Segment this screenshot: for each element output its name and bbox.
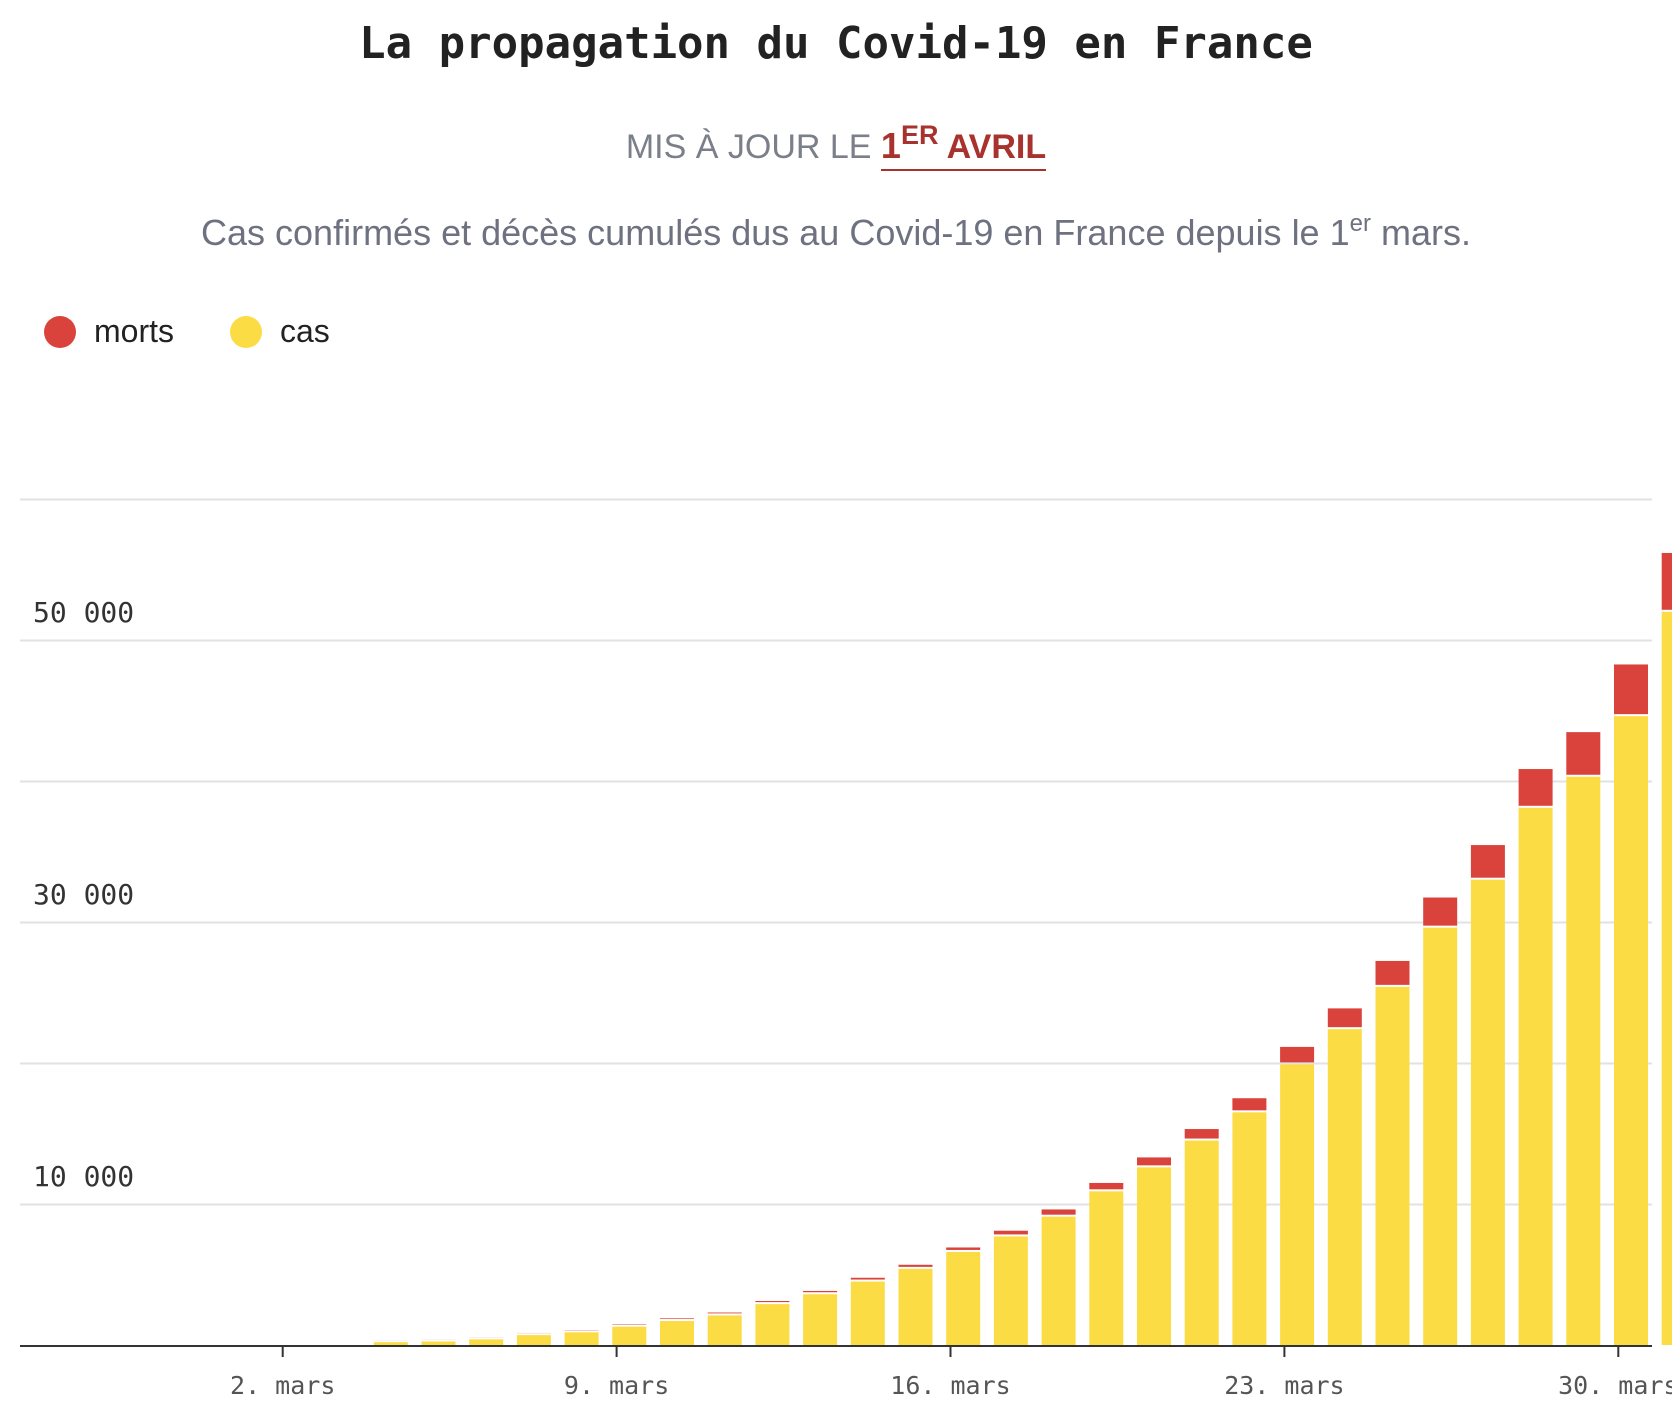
update-prefix: MIS À JOUR LE	[625, 128, 881, 166]
bar-cas	[1661, 611, 1672, 1345]
bar-morts	[1470, 845, 1505, 878]
bar-cas	[564, 1332, 599, 1345]
bar-morts	[1327, 1008, 1362, 1028]
bar-cas	[1184, 1140, 1219, 1345]
bar-morts	[1566, 732, 1601, 775]
bar-cas	[1232, 1112, 1267, 1345]
bar-cas	[946, 1251, 981, 1345]
subtitle-sup: er	[1349, 210, 1371, 237]
bar-cas	[1375, 986, 1410, 1345]
bar-cas	[1614, 716, 1648, 1345]
legend-label-cas: cas	[280, 313, 330, 349]
bar-morts	[660, 1318, 694, 1320]
bar-morts	[707, 1312, 742, 1314]
bar-cas	[850, 1281, 885, 1345]
subtitle-before: Cas confirmés et décès cumulés dus au Co…	[201, 212, 1350, 253]
bar-morts	[1614, 664, 1648, 715]
bar-cas	[660, 1321, 694, 1345]
bar-morts	[803, 1290, 838, 1293]
bar-cas	[707, 1315, 742, 1345]
bar-cas	[373, 1342, 408, 1345]
chart-title: La propagation du Covid-19 en France	[359, 18, 1313, 69]
bar-cas	[803, 1294, 838, 1345]
x-tick-label: 16. mars	[890, 1371, 1010, 1400]
bar-morts	[1375, 960, 1410, 985]
bar-cas	[1470, 879, 1505, 1345]
bar-cas	[1423, 927, 1458, 1345]
legend: morts cas	[44, 313, 386, 350]
bar-morts	[1518, 769, 1553, 806]
bar-morts	[946, 1247, 981, 1250]
bar-cas	[1137, 1167, 1171, 1345]
bar-morts	[1661, 552, 1672, 610]
bar-morts	[1041, 1209, 1076, 1215]
bar-cas	[1327, 1029, 1362, 1345]
legend-label-morts: morts	[94, 313, 174, 349]
bar-morts	[1184, 1129, 1219, 1139]
bar-cas	[898, 1268, 933, 1345]
bar-cas	[516, 1335, 551, 1345]
bar-morts	[1423, 897, 1458, 926]
bar-cas	[612, 1326, 647, 1345]
update-month: AVRIL	[938, 128, 1047, 166]
update-date-link[interactable]: 1ER AVRIL	[880, 120, 1047, 171]
legend-swatch-morts	[44, 315, 76, 348]
legend-item-cas[interactable]: cas	[230, 313, 330, 350]
bar-cas	[469, 1339, 504, 1345]
x-tick-label: 23. mars	[1224, 1371, 1344, 1400]
legend-item-morts[interactable]: morts	[44, 313, 174, 350]
chart-subtitle: Cas confirmés et décès cumulés dus au Co…	[0, 210, 1672, 254]
bar-morts	[993, 1230, 1028, 1235]
bar-cas	[1518, 807, 1553, 1345]
update-date: MIS À JOUR LE 1ER AVRIL	[0, 120, 1672, 171]
bar-morts	[1089, 1182, 1124, 1190]
bar-cas	[1566, 776, 1601, 1345]
bar-cas	[755, 1304, 790, 1345]
subtitle-after: mars.	[1370, 212, 1471, 253]
y-tick-label: 50 000	[33, 596, 134, 629]
bar-cas	[1089, 1191, 1124, 1345]
bar-morts	[1232, 1098, 1267, 1111]
bar-morts	[1137, 1157, 1171, 1166]
bar-morts	[755, 1300, 790, 1303]
bar-cas	[993, 1236, 1028, 1345]
y-tick-label: 10 000	[33, 1160, 134, 1193]
bar-cas	[1041, 1216, 1076, 1345]
bar-cas	[1280, 1064, 1315, 1345]
bar-cas	[421, 1341, 456, 1345]
y-tick-label: 30 000	[33, 878, 134, 911]
update-day-suffix: ER	[900, 120, 939, 150]
bar-morts	[898, 1264, 933, 1267]
legend-swatch-cas	[230, 315, 262, 348]
bar-morts	[1280, 1046, 1315, 1063]
update-day: 1	[880, 125, 901, 166]
bar-morts	[850, 1277, 885, 1280]
x-tick-label: 30. mars	[1558, 1371, 1672, 1400]
x-tick-label: 2. mars	[230, 1371, 335, 1400]
x-tick-label: 9. mars	[564, 1371, 669, 1400]
